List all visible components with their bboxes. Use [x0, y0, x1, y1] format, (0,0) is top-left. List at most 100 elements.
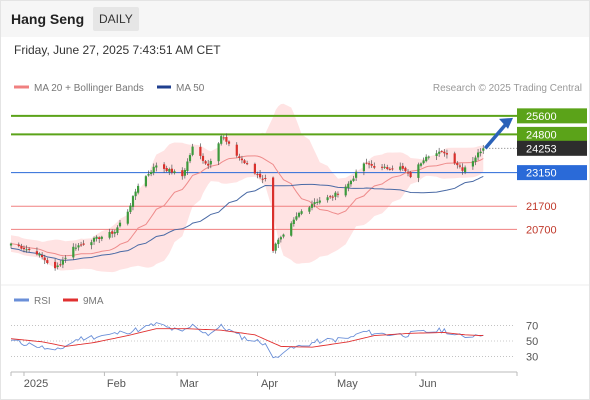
candle-body — [404, 167, 407, 172]
candle-body — [308, 207, 311, 212]
candle-body — [417, 164, 420, 178]
candle-body — [477, 152, 480, 158]
candle-body — [388, 168, 391, 170]
candle-body — [168, 169, 171, 172]
candle-body — [41, 255, 44, 258]
x-tick-label: Jun — [419, 378, 437, 390]
candle-body — [235, 144, 238, 156]
candle-body — [318, 200, 321, 203]
candle-body — [188, 155, 192, 162]
candle-body — [365, 162, 368, 164]
candle-body — [292, 219, 295, 224]
candle-body — [22, 247, 26, 250]
candle-body — [238, 156, 241, 158]
candle-body — [282, 234, 285, 237]
ma9-legend-label: 9MA — [83, 296, 104, 307]
candle-body — [474, 157, 477, 162]
candle-body — [373, 166, 376, 168]
candle-body — [204, 161, 207, 164]
candle-body — [391, 168, 394, 170]
candle-body — [111, 231, 114, 234]
timeframe-button[interactable]: DAILY — [93, 7, 139, 31]
candle-body — [80, 244, 83, 246]
candle-body — [479, 151, 482, 154]
x-tick-label: May — [337, 378, 358, 390]
candle-body — [113, 232, 116, 234]
candle-body — [220, 136, 223, 144]
candle-body — [98, 237, 101, 239]
candle-body — [316, 201, 319, 203]
candle-body — [406, 172, 410, 174]
candle-body — [183, 170, 186, 176]
candle-body — [297, 212, 301, 217]
candle-body — [259, 173, 262, 178]
ma20-legend-label: MA 20 + Bollinger Bands — [34, 83, 144, 94]
last-price-label: 24253 — [526, 143, 557, 155]
candle-body — [344, 186, 347, 196]
candle-body — [329, 196, 332, 198]
candle-body — [92, 237, 96, 242]
candle-body — [425, 156, 428, 162]
candle-body — [399, 166, 402, 170]
candle-body — [150, 172, 153, 175]
candle-body — [43, 257, 46, 261]
rsi-line — [11, 322, 484, 359]
candle-body — [108, 232, 111, 238]
candle-body — [240, 158, 243, 161]
candle-body — [116, 227, 119, 233]
candle-body — [331, 196, 334, 198]
ma50-legend-label: MA 50 — [176, 83, 205, 94]
candle-body — [137, 185, 140, 193]
candle-body — [186, 161, 189, 171]
level-label-24800: 24800 — [526, 129, 557, 141]
candle-body — [261, 178, 264, 180]
candle-body — [313, 202, 316, 205]
rsi-tick-70: 70 — [526, 321, 538, 333]
candle-body — [209, 161, 212, 165]
candle-body — [419, 163, 423, 166]
candle-body — [336, 193, 340, 195]
candle-body — [256, 174, 259, 176]
candle-body — [118, 222, 122, 227]
candle-body — [59, 264, 62, 266]
rsi-tick-50: 50 — [526, 336, 538, 348]
candle-body — [72, 246, 75, 258]
candle-body — [129, 205, 132, 212]
candle-body — [435, 153, 438, 156]
candle-body — [56, 265, 59, 267]
last-price-box — [517, 140, 587, 156]
candle-body — [464, 167, 467, 173]
candle-body — [370, 164, 373, 166]
candle-body — [131, 196, 135, 207]
candle-body — [422, 160, 425, 164]
ma50-line — [10, 175, 484, 261]
candle-body — [243, 160, 246, 164]
candle-body — [326, 197, 329, 201]
candle-body — [90, 242, 93, 246]
candle-body — [334, 192, 337, 197]
candle-body — [9, 243, 13, 246]
candle-body — [443, 151, 446, 154]
candle-body — [77, 245, 80, 248]
candle-body — [272, 177, 275, 251]
level-box-24800 — [517, 126, 587, 142]
candle-body — [147, 174, 150, 176]
candle-body — [217, 143, 220, 162]
x-tick-label: Mar — [180, 378, 199, 390]
candle-body — [264, 178, 267, 179]
candle-body — [207, 163, 210, 166]
candle-body — [46, 260, 49, 263]
level-box-23150 — [517, 165, 587, 181]
candle-body — [438, 151, 441, 154]
candle-body — [445, 153, 448, 155]
x-tick-label: Feb — [107, 378, 126, 390]
candle-body — [100, 236, 103, 239]
level-label-20700: 20700 — [526, 224, 557, 236]
level-label-21700: 21700 — [526, 201, 557, 213]
level-box-25600 — [517, 108, 587, 124]
candle-body — [381, 166, 384, 168]
candle-body — [274, 243, 277, 251]
candle-body — [126, 211, 129, 224]
